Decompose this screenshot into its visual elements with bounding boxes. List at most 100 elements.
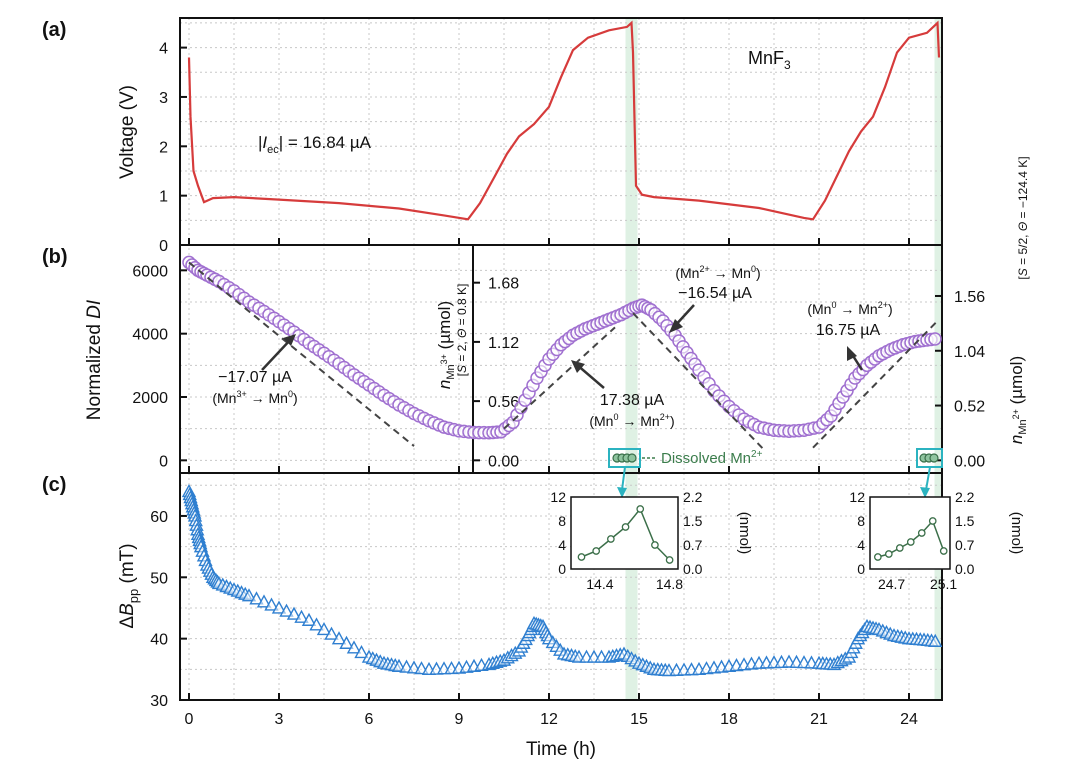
panel-c-ytick: 30: [150, 693, 168, 710]
panel-c-xlabel: Time (h): [526, 739, 596, 760]
discharge-end-bands: [625, 18, 942, 700]
mn2-ytick: 1.04: [954, 344, 985, 361]
mn3-ytick: 1.12: [488, 335, 519, 352]
band-2: [934, 18, 942, 700]
anno-17-38: 17.38 µA (Mn0 → Mn2+): [571, 360, 675, 429]
svg-text:8: 8: [558, 513, 566, 529]
inset-1: 0 4 8 12 0.0 0.7 1.5 2.2 14.4 14.8 (nmol): [550, 489, 753, 592]
inset-point: [651, 541, 659, 549]
inset-point: [884, 550, 893, 558]
panel-a-frame: [179, 17, 943, 246]
panel-c-xtick: 18: [720, 711, 738, 728]
mn2-axis-label: nMn2+ (µmol): [1007, 356, 1029, 444]
inset-point: [895, 544, 904, 552]
inset-point: [906, 538, 915, 546]
panel-b-label: (b): [42, 246, 68, 268]
panel-c-ylabel: ΔBpp (mT): [117, 543, 141, 628]
panel-a-ytick: 2: [159, 139, 168, 156]
svg-text:(nmol): (nmol): [1008, 512, 1025, 555]
svg-text:(Mn0 → Mn2+): (Mn0 → Mn2+): [589, 412, 674, 429]
mn3-axis-sublabel: [S = 2, Θ = 0.8 K]: [455, 284, 469, 377]
inset-point: [917, 529, 926, 537]
dbpp-point: [249, 591, 264, 605]
svg-text:(Mn2+ → Mn0): (Mn2+ → Mn0): [675, 264, 760, 281]
band-1: [625, 18, 638, 700]
svg-text:4: 4: [558, 537, 566, 553]
dbpp-point: [316, 621, 332, 636]
panel-b-ytick: 0: [159, 453, 168, 470]
svg-text:2.2: 2.2: [683, 489, 703, 505]
panel-a-ytick: 4: [159, 41, 168, 58]
mn3-ytick: 1.68: [488, 276, 519, 293]
anno-16-75: (Mn0 → Mn2+) 16.75 µA: [807, 300, 893, 371]
svg-text:16.75 µA: 16.75 µA: [816, 322, 881, 339]
dbpp-point: [339, 635, 354, 649]
dissolved-mn2-marker-1: [608, 448, 641, 498]
inset-point: [621, 523, 630, 531]
panel-c-frame: [179, 472, 943, 701]
dbpp-point: [294, 609, 309, 623]
panel-c-xtick: 9: [455, 711, 464, 728]
dbpp-point: [286, 606, 302, 620]
panel-c-xtick: 24: [900, 711, 918, 728]
dbpp-point: [271, 600, 287, 614]
dbpp-point: [309, 617, 324, 631]
svg-text:0.7: 0.7: [955, 537, 975, 553]
svg-text:(Mn3+ → Mn0): (Mn3+ → Mn0): [212, 389, 297, 406]
inset-point: [665, 556, 674, 564]
svg-text:12: 12: [550, 489, 566, 505]
panel-a-ytick: 1: [159, 189, 168, 206]
dbpp-point: [241, 588, 257, 602]
inset-point: [577, 553, 586, 561]
dbpp-point: [264, 597, 279, 611]
dbpp-point: [346, 640, 362, 654]
fit-line-4: [812, 318, 940, 449]
panel-b-data: [182, 255, 942, 452]
fit-line-2: [503, 326, 616, 430]
current-label: |Iec| = 16.84 µA: [258, 133, 372, 156]
svg-text:0: 0: [558, 561, 566, 577]
dbpp-point: [301, 612, 317, 626]
panel-a-data: [187, 20, 941, 221]
mn2-ytick: 0.00: [954, 453, 985, 470]
dbpp-point: [354, 644, 369, 659]
svg-text:25.1: 25.1: [930, 576, 957, 592]
inset-point: [939, 547, 948, 555]
svg-text:8: 8: [857, 513, 865, 529]
inset-point: [592, 547, 601, 555]
svg-text:24.7: 24.7: [878, 576, 905, 592]
fit-line-3: [632, 312, 766, 452]
anno-17-07: −17.07 µA (Mn3+ → Mn0): [212, 334, 298, 406]
svg-text:2.2: 2.2: [955, 489, 975, 505]
panel-c-xtick: 6: [365, 711, 374, 728]
panel-c-ytick: 50: [150, 570, 168, 587]
panel-c-data: [181, 483, 942, 677]
dissolved-mn2-marker-2: [916, 448, 943, 498]
panel-a-ytick: 0: [159, 238, 168, 255]
inset-point: [928, 517, 937, 525]
inset-point: [636, 505, 645, 513]
panel-c-xtick: 15: [630, 711, 648, 728]
panel-c-xtick: 12: [540, 711, 558, 728]
svg-text:−16.54 µA: −16.54 µA: [678, 285, 752, 302]
inset-2: 0 4 8 12 0.0 0.7 1.5 2.2 24.7 25.1 (nmol): [849, 489, 1025, 592]
svg-text:14.8: 14.8: [656, 576, 683, 592]
panel-c-xtick: 21: [810, 711, 828, 728]
svg-text:0.0: 0.0: [683, 561, 703, 577]
svg-text:0.7: 0.7: [683, 537, 703, 553]
inset-point: [873, 553, 882, 561]
tick-marks: 012340200040006000304050600.000.561.121.…: [132, 41, 985, 728]
fit-line-1: [188, 261, 415, 447]
di-point: [928, 332, 942, 346]
mn2-ytick: 0.52: [954, 399, 985, 416]
grid-lines: [180, 18, 942, 700]
dissolved-mn2-label: Dissolved Mn2+: [661, 449, 763, 467]
svg-text:1.5: 1.5: [683, 513, 703, 529]
svg-text:14.4: 14.4: [586, 576, 613, 592]
svg-text:17.38 µA: 17.38 µA: [600, 392, 665, 409]
svg-text:(nmol): (nmol): [736, 512, 753, 555]
panel-c-label: (c): [42, 474, 66, 496]
mn3-ytick: 0.00: [488, 453, 519, 470]
